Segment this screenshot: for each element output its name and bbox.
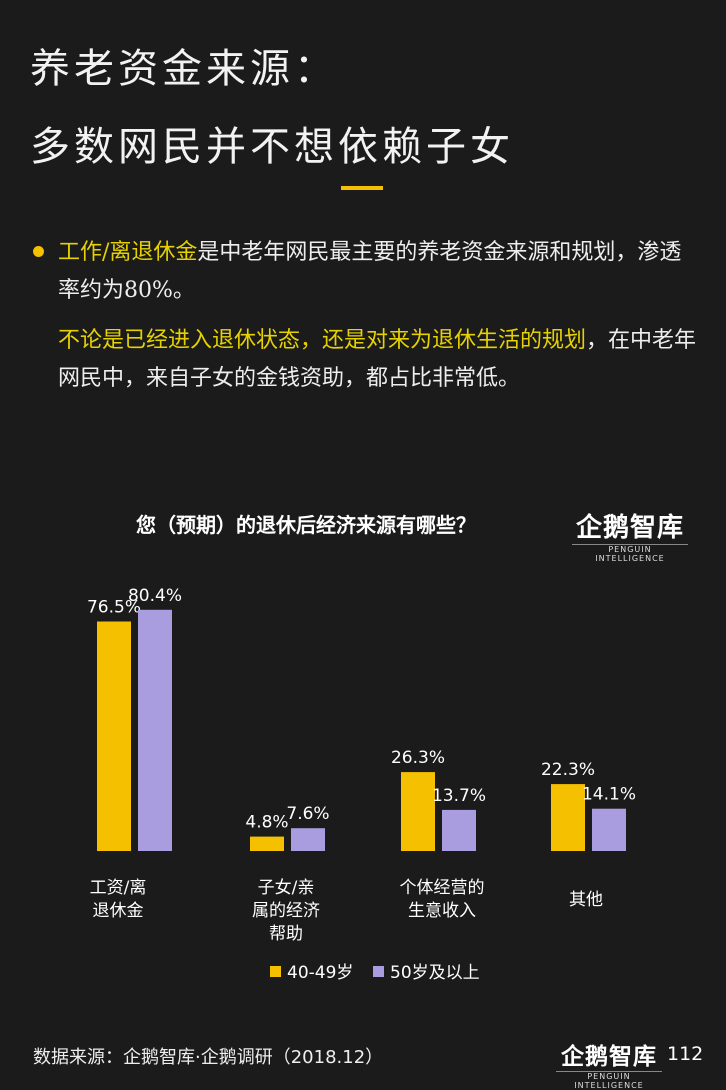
- data-label-4-series-1: 22.3%: [541, 760, 595, 780]
- chart-title: 您（预期）的退休后经济来源有哪些？: [136, 513, 476, 537]
- data-label-1-series-1: 76.5%: [87, 598, 141, 618]
- bullet-dot-icon: [33, 246, 44, 257]
- bar-3-series-1: [401, 772, 435, 851]
- legend-item-series-2: 50岁及以上: [373, 958, 480, 983]
- category-label-2-line-2: 属的经济: [252, 901, 320, 921]
- bar-4-series-2: [592, 808, 626, 851]
- paragraph-2-highlight: 不论是已经进入退休状态，还是对来为退休生活的规划: [58, 328, 587, 353]
- bar-2-series-1: [250, 836, 284, 851]
- bar-4-series-1: [551, 784, 585, 851]
- category-label-3-line-1: 个体经营的: [400, 878, 485, 898]
- category-label-3-line-2: 生意收入: [408, 901, 476, 921]
- paragraph-1-highlight: 工作/离退休金: [58, 240, 198, 265]
- legend-item-series-1: 40-49岁: [270, 958, 353, 983]
- penguin-logo-top: 企鹅智库 PENGUIN INTELLIGENCE: [572, 507, 688, 563]
- category-label-2-line-1: 子女/亲: [258, 878, 315, 898]
- logo-main-text: 企鹅智库: [575, 513, 684, 543]
- legend-label-series-2: 50岁及以上: [390, 963, 480, 983]
- logo-sub-text: PENGUIN INTELLIGENCE: [572, 544, 688, 563]
- category-label-2-line-3: 帮助: [269, 924, 303, 944]
- data-source: 数据来源：企鹅智库·企鹅调研（2018.12）: [33, 1047, 384, 1068]
- logo-sub-text-bottom: PENGUIN INTELLIGENCE: [556, 1071, 662, 1090]
- data-label-4-series-2: 14.1%: [582, 785, 636, 805]
- data-label-1-series-2: 80.4%: [128, 586, 182, 606]
- bar-2-series-2: [291, 828, 325, 851]
- legend-swatch-series-1: [270, 965, 281, 977]
- title-divider: [341, 186, 383, 190]
- paragraph-1-text: 是中老年网民最主要的养老资金来源和规划，渗透率约为80%。: [58, 240, 682, 303]
- category-label-4-line-1: 其他: [569, 890, 603, 910]
- logo-main-text-bottom: 企鹅智库: [561, 1044, 657, 1070]
- page-title-line1: 养老资金来源：: [30, 46, 338, 92]
- paragraph-2: 不论是已经进入退休状态，还是对来为退休生活的规划，在中老年网民中，来自子女的金钱…: [58, 322, 698, 398]
- category-label-1-line-2: 退休金: [93, 901, 144, 921]
- category-label-1-line-1: 工资/离: [90, 878, 147, 898]
- bar-3-series-2: [442, 809, 476, 851]
- legend-swatch-series-2: [373, 965, 384, 977]
- data-label-3-series-2: 13.7%: [432, 786, 486, 806]
- page-title-line2: 多数网民并不想依赖子女: [30, 124, 514, 170]
- bar-1-series-2: [138, 609, 172, 851]
- paragraph-1: 工作/离退休金是中老年网民最主要的养老资金来源和规划，渗透率约为80%。: [58, 234, 698, 310]
- data-label-2-series-2: 7.6%: [286, 804, 329, 824]
- penguin-logo-bottom: 企鹅智库 PENGUIN INTELLIGENCE: [556, 1037, 662, 1090]
- data-label-3-series-1: 26.3%: [391, 748, 445, 768]
- bar-1-series-1: [97, 621, 131, 851]
- page-number: 112: [667, 1043, 704, 1065]
- paragraph-2-text: ，在中老年网民中，来自子女的金钱资助，都占比非常低。: [58, 328, 697, 391]
- data-label-2-series-1: 4.8%: [245, 813, 288, 833]
- legend-label-series-1: 40-49岁: [287, 963, 354, 983]
